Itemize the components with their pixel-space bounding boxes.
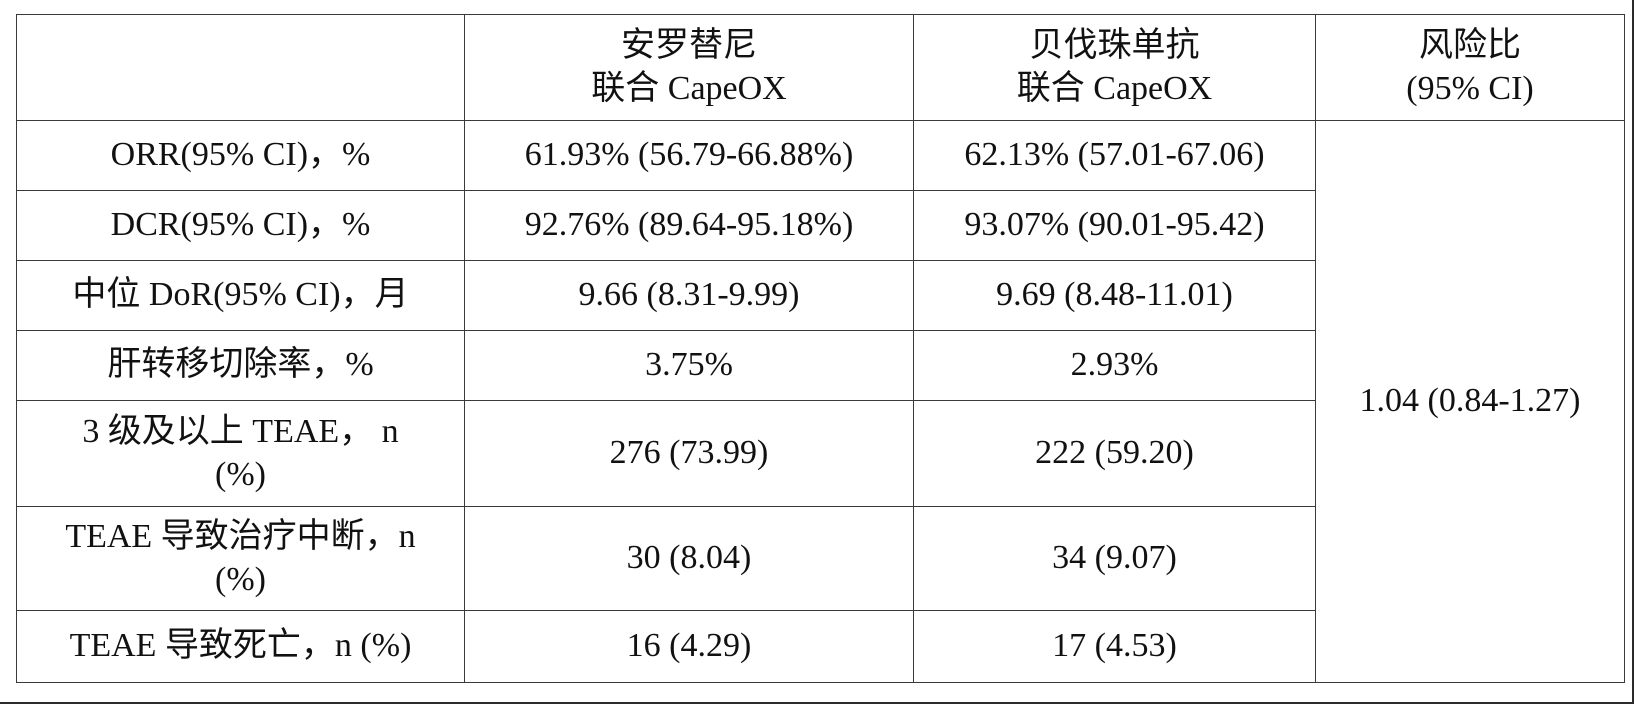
header-arm-a: 安罗替尼 联合 CapeOX xyxy=(464,14,914,121)
arm-a-value: 61.93% (56.79-66.88%) xyxy=(464,120,914,191)
header-row: 安罗替尼 联合 CapeOX 贝伐珠单抗 联合 CapeOX 风险比 (95% … xyxy=(16,14,1625,121)
arm-b-value: 62.13% (57.01-67.06) xyxy=(913,120,1316,191)
header-arm-b: 贝伐珠单抗 联合 CapeOX xyxy=(913,14,1316,121)
arm-b-value: 34 (9.07) xyxy=(913,506,1316,611)
table-row: DCR(95% CI)，% 92.76% (89.64-95.18%) 93.0… xyxy=(16,190,1625,261)
arm-b-value: 2.93% xyxy=(913,330,1316,401)
row-label: TEAE 导致治疗中断，n (%) xyxy=(16,506,465,611)
table-row: TEAE 导致死亡，n (%) 16 (4.29) 17 (4.53) xyxy=(16,610,1625,683)
table-row: ORR(95% CI)，% 61.93% (56.79-66.88%) 62.1… xyxy=(16,120,1625,683)
arm-b-value: 222 (59.20) xyxy=(913,400,1316,507)
arm-a-value: 92.76% (89.64-95.18%) xyxy=(464,190,914,261)
results-table: 安罗替尼 联合 CapeOX 贝伐珠单抗 联合 CapeOX 风险比 (95% … xyxy=(16,14,1625,683)
hazard-ratio-value: 1.04 (0.84-1.27) xyxy=(1315,120,1625,683)
table-row: 肝转移切除率，% 3.75% 2.93% xyxy=(16,330,1625,401)
header-blank-cell xyxy=(16,14,465,121)
row-label: DCR(95% CI)，% xyxy=(16,190,465,261)
arm-a-value: 9.66 (8.31-9.99) xyxy=(464,260,914,331)
row-label: 肝转移切除率，% xyxy=(16,330,465,401)
arm-a-value: 276 (73.99) xyxy=(464,400,914,507)
arm-a-value: 30 (8.04) xyxy=(464,506,914,611)
arm-a-value: 16 (4.29) xyxy=(464,610,914,683)
table-row: 中位 DoR(95% CI)，月 9.66 (8.31-9.99) 9.69 (… xyxy=(16,260,1625,331)
arm-b-value: 93.07% (90.01-95.42) xyxy=(913,190,1316,261)
row-label: 3 级及以上 TEAE， n (%) xyxy=(16,400,465,507)
table-row: TEAE 导致治疗中断，n (%) 30 (8.04) 34 (9.07) xyxy=(16,506,1625,611)
arm-a-value: 3.75% xyxy=(464,330,914,401)
row-label: ORR(95% CI)，% xyxy=(16,120,465,191)
table-row: 3 级及以上 TEAE， n (%) 276 (73.99) 222 (59.2… xyxy=(16,400,1625,507)
row-label: TEAE 导致死亡，n (%) xyxy=(16,610,465,683)
arm-b-value: 9.69 (8.48-11.01) xyxy=(913,260,1316,331)
header-hazard-ratio: 风险比 (95% CI) xyxy=(1315,14,1625,121)
row-label: 中位 DoR(95% CI)，月 xyxy=(16,260,465,331)
arm-b-value: 17 (4.53) xyxy=(913,610,1316,683)
